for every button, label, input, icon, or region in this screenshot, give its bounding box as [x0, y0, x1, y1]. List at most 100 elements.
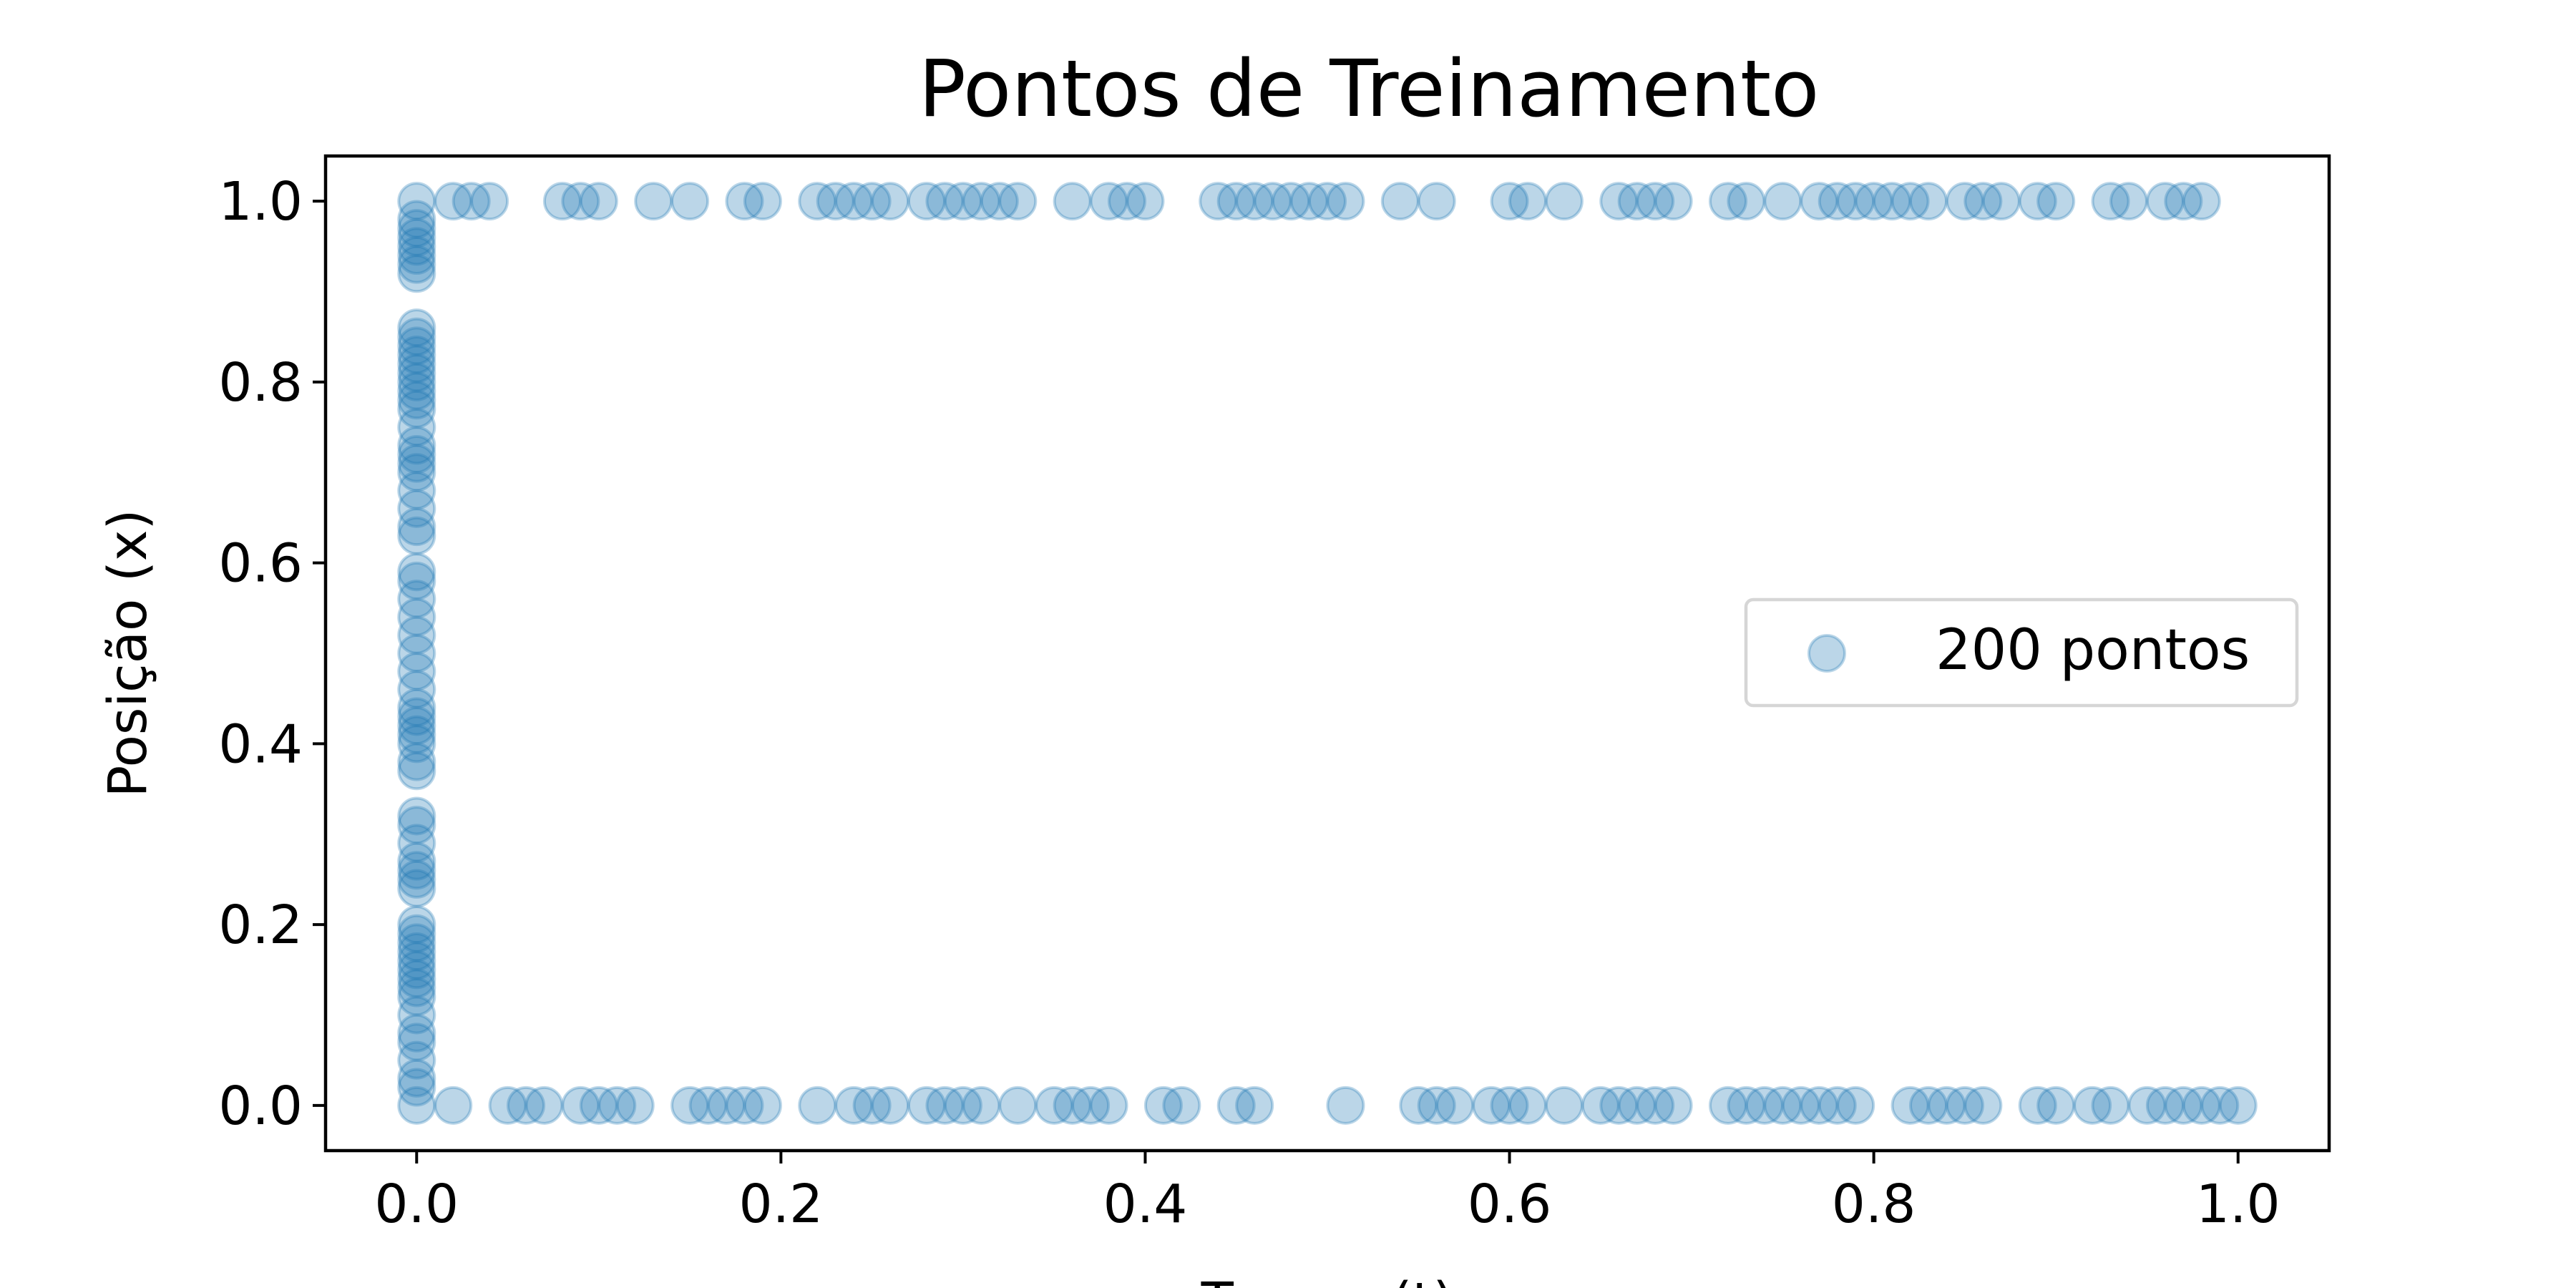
y-tick-label: 0.0 [218, 1075, 303, 1137]
data-point [2091, 1085, 2130, 1125]
data-point [1199, 182, 1238, 221]
data-point [707, 1085, 746, 1125]
data-point [397, 742, 436, 781]
data-point [397, 326, 436, 366]
data-point [962, 1085, 1001, 1125]
data-point [670, 182, 710, 221]
data-point [1544, 182, 1584, 221]
data-point [397, 200, 436, 239]
x-tick-label: 1.0 [2196, 1174, 2280, 1235]
data-point [998, 182, 1038, 221]
data-point [397, 453, 436, 492]
data-point [397, 344, 436, 384]
data-point [542, 182, 582, 221]
data-point [1890, 1085, 1930, 1125]
data-point [488, 1085, 527, 1125]
data-point [1636, 182, 1675, 221]
data-point [1963, 182, 2003, 221]
data-point [1818, 182, 1857, 221]
y-axis-label: Posição (x) [97, 509, 159, 798]
data-point [834, 1085, 874, 1125]
data-point [1927, 1085, 1966, 1125]
data-point [798, 182, 837, 221]
y-tick-label: 0.6 [218, 533, 303, 595]
data-point [1599, 182, 1639, 221]
data-point [1089, 182, 1128, 221]
data-point [397, 444, 436, 483]
data-point [1380, 182, 1420, 221]
data-point [1490, 1085, 1529, 1125]
data-point [397, 353, 436, 393]
data-point [670, 1085, 710, 1125]
data-point [397, 245, 436, 284]
data-point [397, 1068, 436, 1107]
data-point [397, 968, 436, 1008]
data-point [1763, 1085, 1802, 1125]
data-point [1071, 1085, 1111, 1125]
data-point [2164, 1085, 2203, 1125]
data-point [1053, 1085, 1092, 1125]
data-point [1727, 1085, 1766, 1125]
data-point [634, 182, 673, 221]
data-point [397, 218, 436, 257]
data-point [1508, 1085, 1547, 1125]
data-point [397, 227, 436, 266]
y-tick-label: 1.0 [218, 171, 303, 233]
data-point [397, 561, 436, 600]
data-point [1581, 1085, 1620, 1125]
data-point [1035, 1085, 1074, 1125]
data-point [1399, 1085, 1438, 1125]
data-point [2073, 1085, 2112, 1125]
data-point [1417, 1085, 1456, 1125]
data-point [397, 715, 436, 754]
data-point [397, 435, 436, 474]
data-point [1108, 182, 1146, 221]
legend: 200 pontos [1744, 597, 2299, 708]
data-point [1235, 182, 1274, 221]
legend-marker [1807, 634, 1846, 673]
data-point [397, 209, 436, 248]
data-point [561, 1085, 600, 1125]
data-point [525, 1085, 564, 1125]
data-point [1800, 1085, 1839, 1125]
data-point [1490, 182, 1529, 221]
data-point [1216, 182, 1256, 221]
data-point [397, 977, 436, 1017]
data-point [743, 182, 782, 221]
data-point [2218, 1085, 2258, 1125]
data-point [397, 634, 436, 673]
data-point [397, 1058, 436, 1098]
data-point [1216, 1085, 1256, 1125]
data-point [1763, 182, 1802, 221]
data-point [1289, 182, 1329, 221]
data-point [397, 1085, 436, 1125]
data-point [397, 389, 436, 429]
data-point [597, 1085, 637, 1125]
data-point [816, 182, 855, 221]
data-point [1326, 182, 1365, 221]
data-point [798, 1085, 837, 1125]
data-point [1727, 182, 1766, 221]
legend-entry-label: 200 pontos [1936, 618, 2250, 683]
data-point [579, 182, 618, 221]
data-point [1472, 1085, 1511, 1125]
data-point [1745, 1085, 1784, 1125]
data-point [1417, 182, 1456, 221]
legend-box [1744, 597, 2299, 708]
data-point [1143, 1085, 1183, 1125]
data-point [397, 336, 436, 374]
data-point [980, 182, 1019, 221]
data-point [579, 1085, 618, 1125]
data-point [397, 652, 436, 691]
data-point [397, 859, 436, 899]
data-point [397, 995, 436, 1035]
data-point [2091, 182, 2130, 221]
data-point [397, 489, 436, 528]
data-point [1636, 1085, 1675, 1125]
data-point [943, 182, 982, 221]
data-point [2182, 1085, 2221, 1125]
data-point [507, 1085, 545, 1125]
data-point [397, 914, 436, 953]
data-point [397, 905, 436, 945]
